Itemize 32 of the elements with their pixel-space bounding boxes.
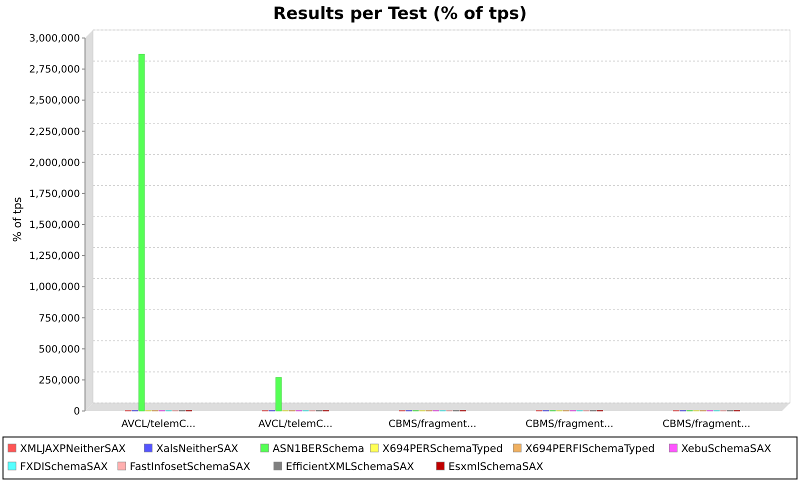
x-tick-label: CBMS/fragment... (388, 419, 476, 430)
legend-label: EsxmlSchemaSAX (448, 461, 544, 473)
legend-label: XMLJAXPNeitherSAX (20, 443, 126, 455)
y-tick-label: 2,750,000 (29, 64, 80, 76)
x-tick-label: CBMS/fragment... (662, 419, 750, 430)
y-tick-label: 1,750,000 (29, 188, 80, 200)
y-tick-label: 2,000,000 (29, 158, 80, 169)
y-tick-label: 3,000,000 (29, 34, 80, 44)
y-tick-label: 2,500,000 (29, 96, 80, 107)
x-tick-label: AVCL/telemC... (258, 419, 333, 430)
bar (138, 54, 145, 412)
y-tick-label: 0 (74, 406, 80, 418)
legend-label: XalsNeitherSAX (156, 443, 238, 455)
bar (276, 377, 282, 412)
legend-label: X694PERFISchemaTyped (525, 443, 655, 455)
legend-label: ASN1BERSchema (272, 443, 364, 455)
legend-label: XebuSchemaSAX (681, 443, 772, 455)
y-tick-label: 750,000 (38, 313, 80, 324)
y-axis-title: % of tps (11, 196, 24, 242)
legend-label: X694PERSchemaTyped (382, 443, 503, 455)
y-tick-label: 250,000 (38, 375, 80, 386)
y-tick-label: 1,500,000 (29, 220, 80, 231)
y-tick-label: 500,000 (38, 344, 80, 356)
legend-label: EfficientXMLSchemaSAX (286, 461, 414, 473)
chart-title: Results per Test (% of tps) (273, 4, 527, 24)
y-tick-label: 1,250,000 (29, 251, 80, 262)
x-tick-label: AVCL/telemC... (121, 419, 196, 430)
y-tick-label: 1,000,000 (29, 282, 80, 294)
legend-label: FXDISchemaSAX (20, 461, 108, 473)
legend-label: FastInfosetSchemaSAX (130, 461, 250, 473)
x-tick-label: CBMS/fragment... (526, 419, 614, 430)
y-tick-label: 2,250,000 (29, 126, 80, 138)
